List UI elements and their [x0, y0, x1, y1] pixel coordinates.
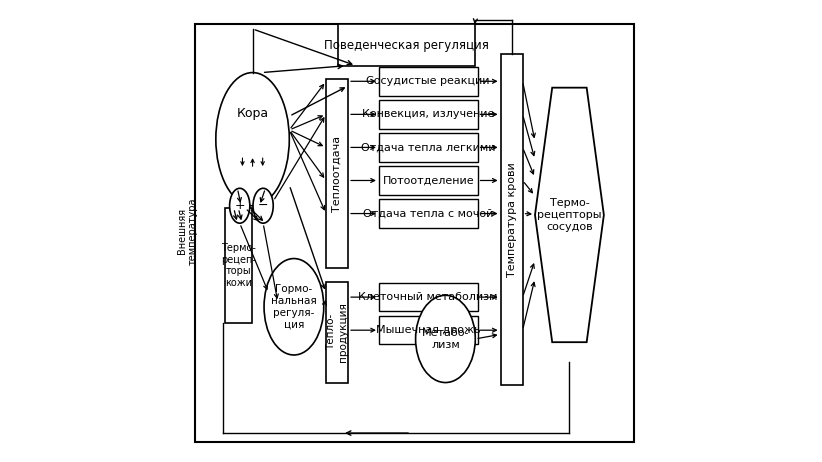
Text: Кора: Кора — [237, 107, 269, 121]
Bar — [379, 166, 478, 195]
Text: Метабо-
лизм: Метабо- лизм — [422, 328, 469, 350]
Bar — [379, 67, 478, 96]
Ellipse shape — [216, 73, 289, 206]
Bar — [225, 208, 252, 323]
Bar — [379, 199, 478, 228]
Text: Отдача тепла легкими: Отдача тепла легкими — [361, 142, 496, 152]
Ellipse shape — [253, 188, 273, 223]
Bar — [379, 283, 478, 311]
Text: Поведенческая регуляция: Поведенческая регуляция — [324, 38, 489, 52]
Text: Температура крови: Температура крови — [506, 162, 516, 277]
Text: −: − — [258, 199, 268, 212]
Text: Гормо-
нальная
регуля-
ция: Гормо- нальная регуля- ция — [271, 285, 316, 329]
Text: Конвекция, излучение: Конвекция, излучение — [362, 109, 494, 119]
Text: Теплоотдача: Теплоотдача — [332, 135, 342, 212]
Text: Сосудистые реакции: Сосудистые реакции — [367, 76, 490, 86]
Text: Мышечная дрожь: Мышечная дрожь — [376, 325, 481, 335]
Text: Внешняя
температура: Внешняя температура — [177, 197, 198, 265]
Text: Потоотделение: Потоотделение — [382, 176, 474, 185]
Text: +: + — [234, 199, 245, 212]
Polygon shape — [535, 88, 604, 342]
Text: Тепло-
продукция: Тепло- продукция — [326, 302, 348, 362]
Bar — [379, 100, 478, 128]
Bar — [326, 281, 348, 383]
Text: Термо-
рецеп-
торы
кожи: Термо- рецеп- торы кожи — [221, 243, 256, 288]
Text: Отдача тепла с мочой: Отдача тепла с мочой — [363, 208, 493, 219]
Ellipse shape — [229, 188, 250, 223]
Bar — [379, 133, 478, 162]
Text: Термо-
рецепторы
сосудов: Термо- рецепторы сосудов — [538, 198, 602, 231]
Bar — [338, 24, 475, 66]
Ellipse shape — [416, 295, 475, 383]
Text: Клеточный метаболизм: Клеточный метаболизм — [358, 292, 498, 302]
Bar — [326, 79, 348, 268]
Bar — [379, 316, 478, 345]
Bar — [501, 54, 523, 385]
Ellipse shape — [264, 259, 324, 355]
